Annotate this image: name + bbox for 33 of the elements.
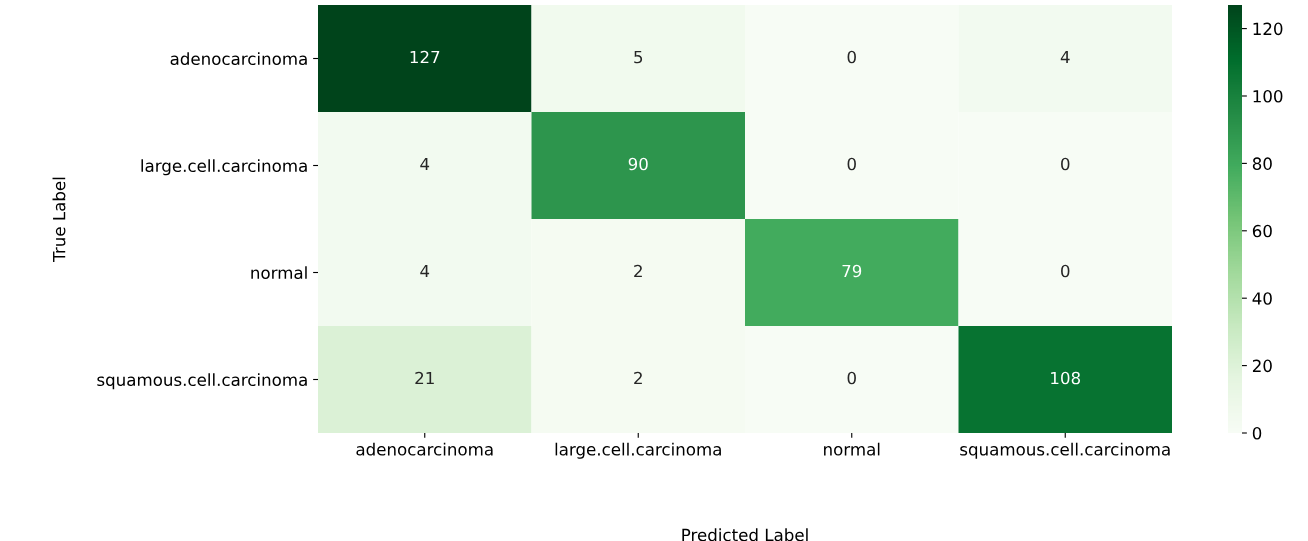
y-tick-label: normal (251, 266, 307, 280)
data-label: 127 (410, 50, 440, 64)
data-label: 108 (1051, 371, 1081, 385)
x-axis-title: Predicted Label (682, 528, 808, 541)
data-label: 21 (415, 371, 434, 385)
data-label: 4 (420, 157, 430, 171)
data-label: 79 (842, 264, 862, 278)
x-tick-label: squamous.cell.carcinoma (960, 442, 1170, 459)
y-tick-label: squamous.cell.carcinoma (97, 373, 307, 390)
color-bar-label: 40 (1252, 292, 1272, 305)
data-label: 2 (634, 371, 642, 385)
data-label: 0 (1061, 264, 1070, 278)
color-bar-label: 100 (1253, 89, 1283, 103)
data-label: 4 (1060, 50, 1070, 64)
data-label: 2 (634, 264, 642, 278)
color-bar-label: 80 (1252, 157, 1272, 170)
y-axis-title: True Label (52, 177, 66, 262)
x-tick-label: large.cell.carcinoma (555, 442, 721, 459)
data-label: 5 (634, 50, 643, 64)
x-tick-label: normal (824, 442, 880, 456)
data-label: 0 (847, 157, 856, 171)
color-bar-label: 0 (1252, 426, 1262, 440)
data-label: 0 (847, 371, 856, 385)
data-label: 4 (420, 264, 430, 278)
color-bar-label: 20 (1252, 359, 1272, 373)
y-tick-label: adenocarcinoma (170, 52, 307, 66)
color-bar-label: 120 (1253, 22, 1283, 36)
color-bar-label: 60 (1252, 224, 1272, 238)
data-label: 90 (628, 157, 648, 171)
data-label: 0 (847, 50, 856, 64)
x-tick-label: adenocarcinoma (356, 442, 493, 456)
data-label: 0 (1061, 157, 1070, 171)
y-tick-label: large.cell.carcinoma (141, 159, 307, 176)
